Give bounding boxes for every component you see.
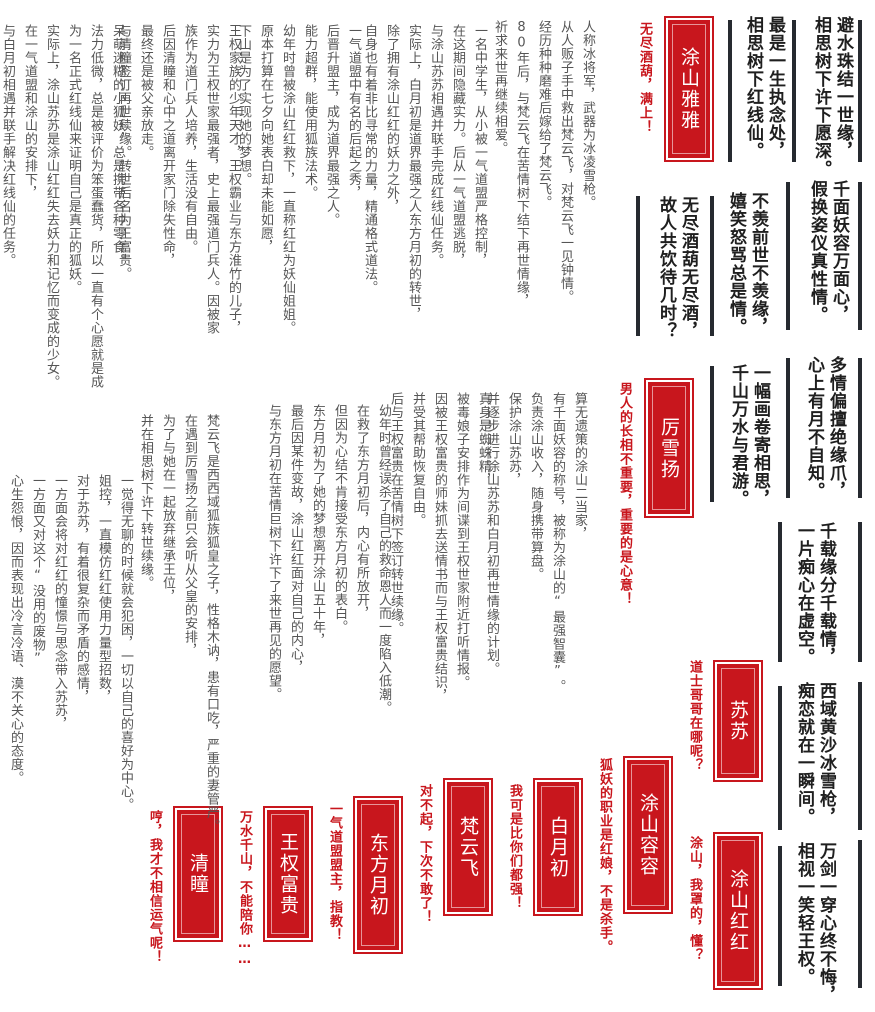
poem-no-envy: 不羡前世不羡缘， 嬉笑怒骂总是情。 — [726, 192, 768, 336]
name-plaque-lixueyang: 厉雪扬 — [644, 378, 694, 518]
name-plaque-honghong: 涂山红红 — [713, 832, 763, 990]
quote-yaya: 无尽酒葫，满上！ — [637, 22, 652, 134]
poem-bar — [858, 20, 862, 162]
poem-western-sands: 西域黄沙冰雪枪， 痴恋就在一瞬间。 — [794, 682, 836, 826]
poem-bar — [858, 840, 862, 988]
poem-bar — [710, 196, 714, 336]
name-plaque-dongfangyuechu: 东方月初 — [353, 796, 403, 954]
poem-bar — [778, 522, 782, 662]
poem-thousand-faces: 千面妖容万面心， 假换姿仪真性情。 — [807, 180, 849, 324]
quote-wangquanfugui: 万水千山，不能陪你…… — [237, 810, 252, 968]
desc-yaya: 一觉得无聊的时候就会犯困，一切以自己的喜好为中心。 姐控，一直模仿红红使用力量型… — [8, 474, 133, 812]
quote-lixueyang: 男人的长相不重要，重要的是心意！ — [617, 382, 632, 606]
quote-baiyuechu: 我可是比你们都强！ — [507, 784, 522, 910]
desc-rongrong: 算无遗策的涂山二当家， 有千面妖容的称号，被称为涂山的“最强智囊”。 负责涂山收… — [484, 392, 587, 693]
poem-thousand-years: 千载缘分千载情， 一片痴心在虚空。 — [794, 522, 836, 666]
poem-bar — [786, 358, 790, 498]
desc-dongfangyuechu: 一气道盟中有名的后起之秀， 后晋升盟主，成为道界最强之人。 能力超群，能使用狐族… — [236, 24, 361, 335]
poem-avoid-water-pearl: 避水珠结一世缘， 相思树下许下愿深。 — [811, 16, 853, 178]
poem-scroll: 一幅画卷寄相思， 千山万水与君游。 — [728, 364, 770, 508]
quote-susu: 道士哥哥在哪呢？ — [687, 660, 702, 772]
desc-honghong: 幼年时曾经误杀了自己的救命恩人而一度陷入低潮。 在救了东方月初后，内心有所放开，… — [266, 404, 391, 715]
name-plaque-susu: 苏苏 — [713, 660, 763, 782]
name-plaque-yaya: 涂山雅雅 — [664, 16, 714, 162]
poem-red-thread: 最是一生执念处， 相思树下红线仙。 — [743, 16, 785, 160]
poem-bar — [792, 20, 796, 162]
desc-fanyunfei: 梵云飞是西西域狐族狐皇之子，性格木讷，患有口吃，严重的妻管严。 在遇到厉雪扬之前… — [138, 414, 219, 833]
poem-many-loves: 多情偏擅绝缘爪， 心上有月不自知。 — [804, 356, 846, 500]
name-plaque-qingtong: 清瞳 — [173, 806, 223, 942]
poem-bar — [858, 358, 862, 498]
desc-susu: 呆萌迷糊的小狐妖，总是携带各种零食。 法力低微，总是被评价为笨蛋蠢货，所以一直有… — [0, 24, 125, 389]
desc-wangquanfugui: 王权家族的少年天才，王权霸业与东方淮竹的儿子， 实力为王权世家最强者，史上最强道… — [116, 24, 241, 335]
name-plaque-fanyunfei: 梵云飞 — [443, 778, 493, 916]
poem-bar — [636, 196, 640, 336]
poem-ten-thousand-swords: 万剑一穿心终不悔， 相视一笑轻王权。 — [794, 842, 836, 1004]
poem-bar — [858, 522, 862, 662]
poem-endless-wine: 无尽酒葫无尽酒， 故人共饮待几时？ — [656, 196, 698, 340]
poem-bar — [728, 20, 732, 162]
quote-honghong: 涂山，我罩的，懂？ — [687, 836, 702, 962]
quote-qingtong: 哼，我才不相信运气呢！ — [147, 810, 162, 964]
quote-fanyunfei: 对不起，下次不敢了！ — [417, 784, 432, 924]
poem-bar — [778, 846, 782, 986]
name-plaque-wangquanfugui: 王权富贵 — [263, 806, 313, 942]
poem-bar — [710, 366, 714, 502]
poem-bar — [786, 182, 790, 330]
quote-dongfangyuechu: 一气道盟盟主，指教！ — [327, 802, 342, 942]
poem-bar — [858, 682, 862, 830]
desc-fanyunfei-spider: 真身是蜘蛛精， 被毒娘子安排作为间谍到王权世家附近打听情报。 因被王权富贵的师妹… — [388, 392, 491, 703]
name-plaque-rongrong: 涂山容容 — [623, 756, 673, 914]
desc-baiyuechu: 一名中学生，从小被一气道盟严格控制， 在这期间隐藏实力。后从一气道盟逃脱， 与涂… — [362, 24, 487, 321]
name-plaque-baiyuechu: 白月初 — [533, 778, 583, 916]
poem-bar — [858, 182, 862, 330]
poem-bar — [778, 686, 782, 830]
desc-lixueyang: 人称冰将军，武器为冰凌雪枪。 从人贩子手中救出梵云飞，对梵云飞一见钟情。 经历种… — [492, 20, 595, 308]
quote-rongrong: 狐妖的职业是红娘，不是杀手。 — [597, 758, 612, 954]
